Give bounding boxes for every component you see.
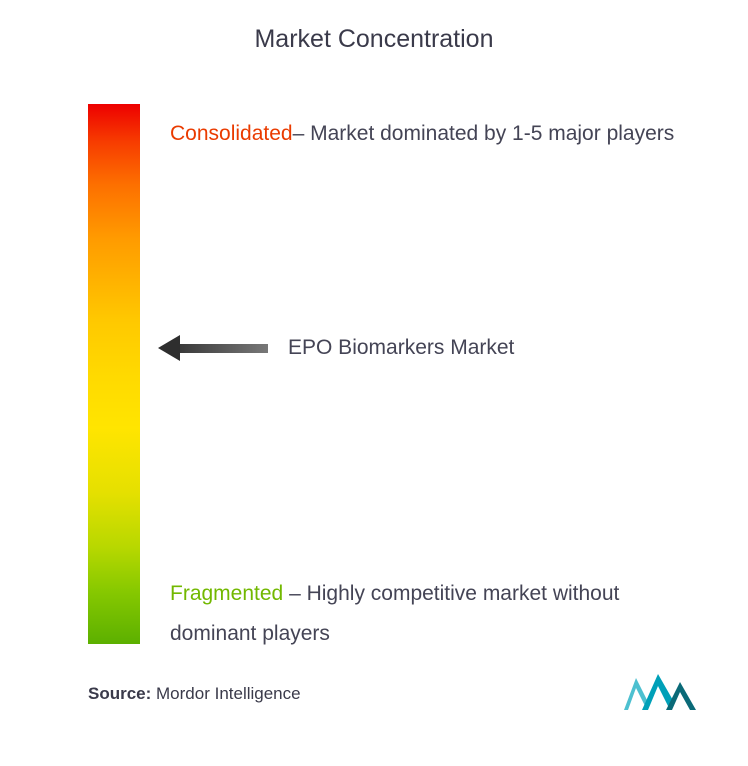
consolidated-keyword: Consolidated [170, 122, 293, 145]
arrow-shaft [180, 344, 268, 353]
fragmented-keyword: Fragmented [170, 582, 283, 605]
source-value: Mordor Intelligence [151, 684, 300, 703]
chart-title: Market Concentration [0, 25, 748, 54]
chart-body: Consolidated– Market dominated by 1-5 ma… [0, 104, 748, 644]
concentration-gradient-bar [88, 104, 140, 644]
chart-footer: Source: Mordor Intelligence [88, 672, 698, 716]
source-label: Source: [88, 684, 151, 703]
market-pointer: EPO Biomarkers Market [158, 336, 514, 360]
source-attribution: Source: Mordor Intelligence [88, 684, 301, 704]
consolidated-description: – Market dominated by 1-5 major players [293, 122, 675, 145]
fragmented-label: Fragmented – Highly competitive market w… [170, 574, 698, 654]
arrow-head [158, 335, 180, 361]
arrow-left-icon [158, 336, 268, 360]
market-name-label: EPO Biomarkers Market [288, 336, 514, 360]
consolidated-label: Consolidated– Market dominated by 1-5 ma… [170, 114, 698, 154]
mordor-logo-icon [622, 672, 698, 716]
